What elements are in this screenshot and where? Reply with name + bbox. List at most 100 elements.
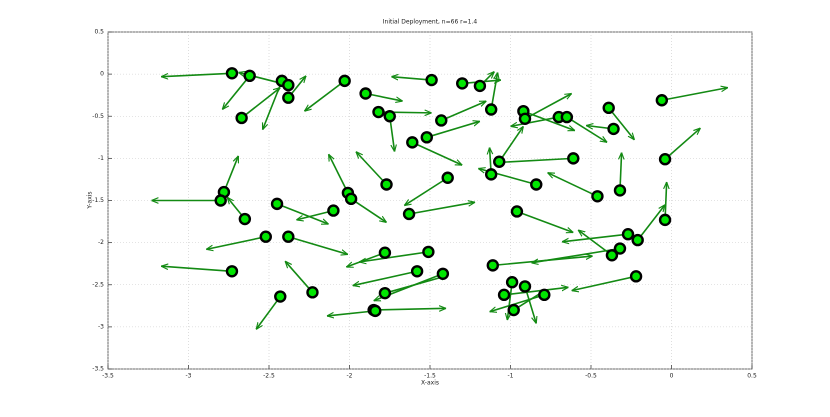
node [282,91,295,104]
node [274,290,287,303]
arrow [608,107,635,140]
arrow [365,92,403,102]
arrow [241,88,281,119]
arrow [490,72,497,110]
arrow [516,210,573,234]
node [235,111,248,125]
node [560,110,574,124]
node [282,78,295,92]
arrow [359,251,429,262]
y-tick-label: -3.5 [92,366,104,373]
node [378,246,392,259]
node [435,114,448,127]
node [456,77,469,90]
arrow [206,235,266,250]
node [282,230,295,243]
arrow [548,171,598,198]
x-tick-label: 0 [670,373,674,380]
arrow [426,121,480,139]
x-tick-label: -2 [347,373,353,380]
arrow [507,282,513,320]
arrow [620,152,622,191]
node [631,233,644,247]
node [238,212,252,226]
arrow [411,141,462,166]
arrow [276,203,329,225]
arrow [285,261,314,293]
y-tick-label: -2.5 [92,281,104,288]
y-tick-label: -3 [98,323,104,330]
arrow [492,256,593,267]
node [402,207,416,221]
arrow [665,182,667,220]
x-tick-label: -3 [186,373,192,380]
node [369,304,382,318]
node [510,205,524,218]
x-tick-label: -1 [508,373,514,380]
node [410,265,424,278]
node [629,270,643,283]
node [530,178,543,191]
node [420,131,433,144]
node [422,245,435,259]
y-tick-label: 0.5 [94,29,104,36]
node [658,213,672,227]
node [225,67,239,80]
node [518,112,532,125]
arrow [524,286,536,323]
node [613,242,627,255]
x-tick-label: -1.5 [424,373,436,380]
node [493,155,506,168]
x-tick-label: 0.5 [747,373,757,380]
node [605,249,619,262]
node [602,101,615,115]
node [225,265,239,278]
node [613,184,627,197]
node [406,136,419,149]
node [655,94,669,107]
arrow [288,235,348,255]
node [338,74,351,88]
node [378,286,392,300]
y-tick-label: -0.5 [92,113,104,120]
node [497,288,511,302]
arrow [353,270,418,285]
x-tick-label: -2.5 [263,373,275,380]
node [486,259,499,272]
node [243,69,256,83]
node [306,286,319,299]
arrow [350,198,386,223]
arrow [327,154,349,194]
node [214,194,227,207]
y-tick-label: 0 [100,71,104,78]
node [505,276,519,289]
node [425,73,438,87]
arrow [490,294,545,312]
node [484,103,498,116]
arrow [304,80,346,111]
node [383,110,396,123]
arrow [661,88,728,102]
node [270,197,284,211]
arrow [373,308,446,310]
arrow [562,233,629,242]
node [507,303,520,317]
node [327,204,340,217]
chart-title: Initial Deployment, n=66 r=1.4 [383,19,478,26]
node [372,105,385,119]
y-tick-label: -2 [98,239,104,246]
node [538,288,551,302]
arrow [503,287,568,296]
node [380,178,393,191]
arrow [572,275,637,290]
arrow [223,156,240,193]
arrow [664,128,700,160]
node [344,192,358,206]
node [259,230,272,243]
node [436,267,450,280]
arrow [440,100,486,122]
arrow [356,152,388,186]
arrow [511,116,559,126]
node [441,171,454,184]
